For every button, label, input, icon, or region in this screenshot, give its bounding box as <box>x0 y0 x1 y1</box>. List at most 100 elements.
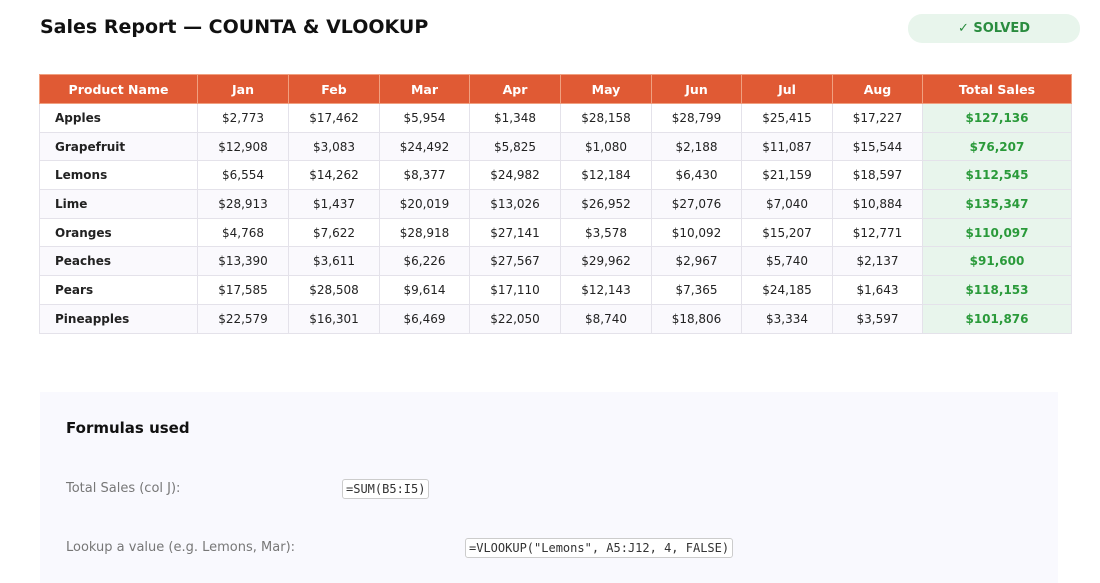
month-cell: $3,597 <box>832 303 923 334</box>
month-cell: $17,227 <box>832 103 923 133</box>
month-cell: $28,918 <box>379 217 470 248</box>
column-header: Product Name <box>39 74 198 104</box>
month-cell: $26,952 <box>560 189 652 219</box>
month-cell: $12,908 <box>197 131 289 162</box>
table-row: Peaches $13,390 $3,611 $6,226 $27,567 $29,962… <box>39 246 1072 277</box>
month-cell: $6,469 <box>379 303 470 334</box>
month-cell: $4,768 <box>197 217 289 248</box>
month-cell: $1,080 <box>560 131 652 162</box>
formula-code: =VLOOKUP("Lemons", A5:J12, 4, FALSE) <box>465 538 734 558</box>
month-cell: $9,614 <box>379 275 470 305</box>
month-cell: $2,137 <box>832 246 923 277</box>
month-cell: $6,554 <box>197 160 289 191</box>
month-cell: $17,462 <box>288 103 380 133</box>
month-cell: $6,226 <box>379 246 470 277</box>
month-cell: $2,188 <box>651 131 742 162</box>
product-name: Pears <box>39 275 198 305</box>
sales-table: Product Name Jan Feb Mar Apr May Jun Jul Aug Tota… <box>39 74 1072 334</box>
month-cell: $28,913 <box>197 189 289 219</box>
month-cell: $22,579 <box>197 303 289 334</box>
month-cell: $1,643 <box>832 275 923 305</box>
total-cell: $112,545 <box>922 160 1072 191</box>
month-cell: $28,158 <box>560 103 652 133</box>
total-cell: $110,097 <box>922 217 1072 248</box>
column-header: Apr <box>469 74 561 104</box>
month-cell: $3,083 <box>288 131 380 162</box>
table-row: Oranges $4,768 $7,622 $28,918 $27,141 $3,578 $… <box>39 217 1072 248</box>
month-cell: $1,348 <box>469 103 561 133</box>
month-cell: $12,143 <box>560 275 652 305</box>
column-header: Mar <box>379 74 470 104</box>
month-cell: $5,740 <box>741 246 833 277</box>
month-cell: $2,967 <box>651 246 742 277</box>
month-cell: $25,415 <box>741 103 833 133</box>
total-cell: $118,153 <box>922 275 1072 305</box>
column-header: Jul <box>741 74 833 104</box>
product-name: Oranges <box>39 217 198 248</box>
product-name: Lemons <box>39 160 198 191</box>
month-cell: $17,110 <box>469 275 561 305</box>
month-cell: $8,377 <box>379 160 470 191</box>
month-cell: $11,087 <box>741 131 833 162</box>
total-cell: $91,600 <box>922 246 1072 277</box>
table-row: Lime $28,913 $1,437 $20,019 $13,026 $26,952 $2… <box>39 189 1072 219</box>
table-row: Lemons $6,554 $14,262 $8,377 $24,982 $12,184 $… <box>39 160 1072 191</box>
month-cell: $5,825 <box>469 131 561 162</box>
month-cell: $24,982 <box>469 160 561 191</box>
month-cell: $27,141 <box>469 217 561 248</box>
month-cell: $16,301 <box>288 303 380 334</box>
total-cell: $76,207 <box>922 131 1072 162</box>
month-cell: $15,207 <box>741 217 833 248</box>
month-cell: $3,578 <box>560 217 652 248</box>
month-cell: $13,026 <box>469 189 561 219</box>
table-row: Grapefruit $12,908 $3,083 $24,492 $5,825 $1,0… <box>39 131 1072 162</box>
product-name: Apples <box>39 103 198 133</box>
total-cell: $135,347 <box>922 189 1072 219</box>
product-name: Pineapples <box>39 303 198 334</box>
column-header: May <box>560 74 652 104</box>
formulas-title: Formulas used <box>66 419 190 437</box>
formula-code: =SUM(B5:I5) <box>342 479 430 499</box>
total-cell: $101,876 <box>922 303 1072 334</box>
column-header: Feb <box>288 74 380 104</box>
month-cell: $20,019 <box>379 189 470 219</box>
month-cell: $27,567 <box>469 246 561 277</box>
month-cell: $6,430 <box>651 160 742 191</box>
formulas-box: Formulas used Total Sales (col J): =SUM(… <box>40 392 1058 583</box>
column-header: Jun <box>651 74 742 104</box>
month-cell: $18,597 <box>832 160 923 191</box>
month-cell: $29,962 <box>560 246 652 277</box>
month-cell: $12,184 <box>560 160 652 191</box>
month-cell: $10,884 <box>832 189 923 219</box>
month-cell: $12,771 <box>832 217 923 248</box>
month-cell: $5,954 <box>379 103 470 133</box>
month-cell: $24,492 <box>379 131 470 162</box>
product-name: Lime <box>39 189 198 219</box>
formula-label: Lookup a value (e.g. Lemons, Mar): <box>66 540 296 555</box>
month-cell: $24,185 <box>741 275 833 305</box>
formula-label: Total Sales (col J): <box>66 481 181 496</box>
header-row: Product Name Jan Feb Mar Apr May Jun Jul Aug Tota… <box>39 74 1072 104</box>
month-cell: $8,740 <box>560 303 652 334</box>
status-badge: ✓ SOLVED <box>908 14 1080 43</box>
title: Sales Report — COUNTA & VLOOKUP <box>40 16 429 38</box>
month-cell: $3,611 <box>288 246 380 277</box>
month-cell: $21,159 <box>741 160 833 191</box>
column-header: Jan <box>197 74 289 104</box>
month-cell: $27,076 <box>651 189 742 219</box>
product-name: Peaches <box>39 246 198 277</box>
month-cell: $17,585 <box>197 275 289 305</box>
column-header: Total Sales <box>922 74 1072 104</box>
table-row: Pears $17,585 $28,508 $9,614 $17,110 $12,143 $… <box>39 275 1072 305</box>
month-cell: $18,806 <box>651 303 742 334</box>
product-name: Grapefruit <box>39 131 198 162</box>
month-cell: $7,622 <box>288 217 380 248</box>
table-row: Apples $2,773 $17,462 $5,954 $1,348 $28,158 $2… <box>39 103 1072 133</box>
table-row: Pineapples $22,579 $16,301 $6,469 $22,050 $8,… <box>39 303 1072 334</box>
month-cell: $15,544 <box>832 131 923 162</box>
month-cell: $13,390 <box>197 246 289 277</box>
table-body: Apples $2,773 $17,462 $5,954 $1,348 $28,158 $2… <box>39 103 1072 334</box>
month-cell: $7,365 <box>651 275 742 305</box>
month-cell: $22,050 <box>469 303 561 334</box>
